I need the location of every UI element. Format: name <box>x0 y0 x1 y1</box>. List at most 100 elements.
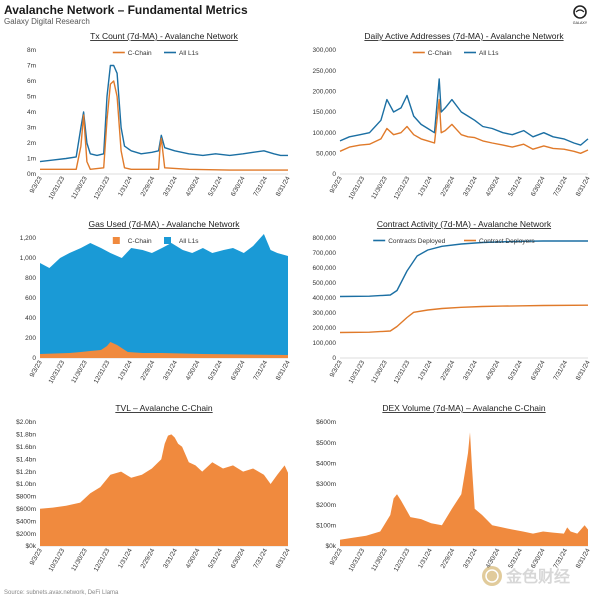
y-tick-label: $600m <box>16 506 36 513</box>
series-area-tvl <box>40 434 288 546</box>
series-line-contracts-deployed <box>339 240 588 298</box>
x-tick-label: 12/31/23 <box>93 175 112 201</box>
x-tick-label: 11/30/23 <box>70 547 89 572</box>
x-tick-label: 7/31/24 <box>252 359 269 382</box>
legend-label: C-Chain <box>128 50 152 57</box>
x-tick-label: 5/31/24 <box>507 175 524 198</box>
x-tick-label: 12/31/23 <box>93 547 112 573</box>
x-tick-label: 11/30/23 <box>370 547 389 572</box>
x-tick-label: 4/30/24 <box>185 547 202 570</box>
y-tick-label: 0 <box>32 355 36 362</box>
golden-coin-icon <box>482 566 502 586</box>
x-tick-label: 11/30/23 <box>370 359 389 384</box>
y-tick-label: 800,000 <box>313 235 337 242</box>
daily-active-addresses-chart: Daily Active Addresses (7d-MA) - Avalanc… <box>313 31 592 201</box>
chart-title: TVL – Avalanche C-Chain <box>115 403 213 413</box>
series-line-all-l1s <box>339 78 589 146</box>
x-tick-label: 6/30/24 <box>230 547 247 570</box>
chart-title: DEX Volume (7d-MA) – Avalanche C-Chain <box>382 403 546 413</box>
x-tick-label: 3/31/24 <box>162 359 179 382</box>
x-tick-label: 9/3/23 <box>329 359 344 378</box>
x-tick-label: 6/30/24 <box>530 175 547 198</box>
y-tick-label: 300,000 <box>313 310 337 317</box>
legend-label: All L1s <box>179 238 199 245</box>
x-tick-label: 12/31/23 <box>393 175 412 201</box>
x-tick-label: 4/30/24 <box>485 359 502 382</box>
galaxy-logo-icon: GALAXY <box>573 5 588 25</box>
x-tick-label: 2/29/24 <box>440 547 457 570</box>
x-tick-label: 4/30/24 <box>485 175 502 198</box>
legend-label: C-Chain <box>428 50 452 57</box>
charts-grid: Tx Count (7d-MA) - Avalanche Network 0m 1m… <box>0 28 600 588</box>
y-tick-label: $1.6bn <box>16 444 36 451</box>
x-tick-label: 5/31/24 <box>207 175 224 198</box>
x-tick-label: 2/29/24 <box>140 359 157 382</box>
x-tick-label: 10/31/23 <box>348 547 367 573</box>
x-tick-label: 2/29/24 <box>140 547 157 570</box>
x-tick-label: 9/3/23 <box>29 359 44 378</box>
series-area-all-l1s <box>40 234 288 358</box>
watermark-text: 金色财经 <box>505 567 570 586</box>
x-tick-label: 3/31/24 <box>162 175 179 198</box>
y-tick-label: 6m <box>27 78 36 85</box>
x-tick-label: 8/31/24 <box>275 359 292 382</box>
y-tick-label: 600,000 <box>313 265 337 272</box>
legend-label: All L1s <box>179 50 199 57</box>
y-tick-label: 50,000 <box>316 151 336 158</box>
y-tick-label: 0m <box>27 171 36 178</box>
y-tick-label: 100,000 <box>313 130 337 137</box>
x-tick-label: 7/31/24 <box>252 547 269 570</box>
series-line-c-chain <box>40 80 288 171</box>
x-tick-label: 12/31/23 <box>393 359 412 385</box>
chart-panel-tvl: TVL – Avalanche C-Chain $0k $200m $400m $600… <box>0 400 300 588</box>
x-tick-label: 3/31/24 <box>162 547 179 570</box>
y-tick-label: 250,000 <box>313 68 337 75</box>
y-tick-label: 0 <box>332 171 336 178</box>
x-tick-label: 1/31/24 <box>417 175 434 198</box>
x-tick-label: 10/31/23 <box>48 359 67 385</box>
y-tick-label: 700,000 <box>313 250 337 257</box>
x-tick-label: 10/31/23 <box>48 175 67 201</box>
x-tick-label: 8/31/24 <box>575 359 592 382</box>
y-tick-label: 300,000 <box>313 47 337 54</box>
series-area-c-chain <box>40 342 288 358</box>
series-line-contract-deployers <box>339 304 589 334</box>
x-tick-label: 11/30/23 <box>370 175 389 200</box>
gas-used-chart: Gas Used (7d-MA) - Avalanche Network 0 200… <box>20 219 292 385</box>
y-tick-label: 800 <box>25 275 36 282</box>
y-tick-label: $0k <box>26 543 37 550</box>
y-tick-label: $200m <box>316 502 336 509</box>
logo-text: GALAXY <box>573 21 588 25</box>
contract-activity-chart: Contract Activity (7d-MA) - Avalanche Ne… <box>313 219 592 385</box>
legend-swatch <box>112 237 120 244</box>
x-tick-label: 5/31/24 <box>207 547 224 570</box>
y-tick-label: 1,000 <box>20 255 37 262</box>
y-tick-label: $1.4bn <box>16 456 36 463</box>
x-tick-label: 7/31/24 <box>552 175 569 198</box>
chart-panel-tx: Tx Count (7d-MA) - Avalanche Network 0m 1m… <box>0 28 300 216</box>
tx-count-chart: Tx Count (7d-MA) - Avalanche Network 0m 1m… <box>27 31 292 201</box>
y-tick-label: $400m <box>16 518 36 525</box>
x-tick-label: 12/31/23 <box>393 547 412 573</box>
y-tick-label: 0 <box>332 355 336 362</box>
legend-label: Contracts Deployed <box>388 238 445 245</box>
source-note: Source: subnets.avax.network, DeFi Llama <box>4 590 119 596</box>
y-tick-label: $1.2bn <box>16 469 36 476</box>
x-tick-label: 6/30/24 <box>530 359 547 382</box>
y-tick-label: $1.8bn <box>16 432 36 439</box>
legend-label: C-Chain <box>128 238 152 245</box>
y-tick-label: 200,000 <box>313 325 337 332</box>
chart-panel-contracts: Contract Activity (7d-MA) - Avalanche Ne… <box>300 216 600 400</box>
x-tick-label: 1/31/24 <box>117 359 134 382</box>
x-tick-label: 12/31/23 <box>93 359 112 385</box>
legend-swatch <box>164 237 171 244</box>
y-tick-label: $0k <box>326 543 337 550</box>
x-tick-label: 5/31/24 <box>207 359 224 382</box>
x-tick-label: 1/31/24 <box>417 359 434 382</box>
y-tick-label: 500,000 <box>313 280 337 287</box>
y-tick-label: $400m <box>316 461 336 468</box>
series-line-c-chain <box>339 98 589 155</box>
page-header: Avalanche Network – Fundamental Metrics … <box>4 3 596 29</box>
x-tick-label: 11/30/23 <box>70 359 89 384</box>
x-tick-label: 8/31/24 <box>275 547 292 570</box>
